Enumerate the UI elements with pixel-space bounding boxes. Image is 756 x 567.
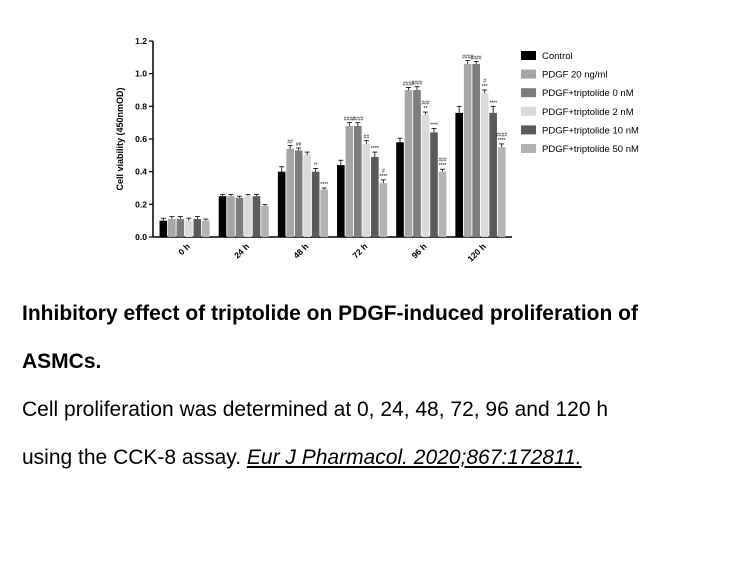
bar — [202, 220, 210, 237]
legend-swatch — [521, 106, 536, 116]
bar — [252, 196, 261, 237]
bar — [430, 132, 438, 237]
bar — [421, 114, 430, 237]
bar — [362, 143, 371, 237]
legend-swatch — [521, 69, 536, 79]
bar — [354, 125, 362, 237]
significance-label: ## — [364, 135, 370, 141]
significance-label: #### — [344, 117, 355, 123]
bar-chart: 0.0 0.2 0.4 0.6 0.8 1.0 1.2 Cell viability (450… — [115, 36, 639, 264]
bar — [345, 125, 354, 237]
significance-label: **** — [371, 146, 379, 152]
significance-label: **** — [430, 122, 438, 128]
bar — [168, 219, 176, 237]
bar — [438, 171, 447, 237]
bar — [244, 196, 252, 237]
y-tick-label: 0.2 — [135, 199, 147, 209]
significance-label: #### — [462, 55, 473, 61]
bar — [404, 90, 413, 237]
legend-label: PDGF 20 ng/ml — [542, 70, 607, 81]
significance-label: ## — [296, 142, 302, 148]
bar — [337, 165, 345, 237]
significance-label: #### — [352, 117, 363, 123]
legend-swatch — [521, 144, 536, 153]
legend-label: PDGF+triptolide 2 nM — [542, 107, 634, 118]
significance-label: **** — [379, 174, 387, 180]
bar — [413, 90, 421, 237]
bar — [235, 197, 244, 237]
caption-body-line-2: using the CCK-8 assay. Eur J Pharmacol. … — [22, 446, 742, 470]
bar — [497, 147, 506, 237]
y-tick-label: 0.4 — [135, 167, 147, 177]
bar — [480, 93, 489, 238]
chart-legend: Control PDGF 20 ng/ml PDGF+triptolide 0 nM… — [521, 51, 639, 155]
legend-label: PDGF+triptolide 10 nM — [542, 125, 639, 136]
bar — [277, 171, 286, 237]
y-tick-label: 0.0 — [135, 232, 147, 242]
y-tick-label: 1.2 — [135, 36, 147, 46]
significance-label: **** — [489, 100, 497, 106]
significance-label: ### — [421, 101, 430, 107]
bar — [455, 112, 463, 237]
chart-bars: ## ##******##########****#****###########… — [159, 55, 507, 238]
bar — [472, 63, 480, 237]
bar — [218, 196, 227, 237]
x-tick-label: 24 h — [232, 241, 251, 260]
bar — [261, 205, 269, 237]
significance-label: ### — [438, 158, 447, 164]
significance-label: **** — [439, 163, 447, 169]
y-tick-label: 0.6 — [135, 134, 147, 144]
caption-body-text: using the CCK-8 assay. — [22, 446, 247, 469]
y-tick-label: 1.0 — [135, 69, 147, 79]
bar — [193, 219, 202, 237]
bar — [227, 196, 235, 237]
significance-label: # — [483, 79, 486, 85]
x-tick-label: 0 h — [176, 241, 192, 257]
significance-label: ** — [314, 162, 318, 168]
y-axis-label: Cell viability (450nmOD) — [115, 87, 125, 190]
significance-label: #### — [411, 81, 422, 87]
bar — [320, 189, 328, 237]
x-tick-label: 72 h — [350, 241, 369, 260]
bar — [176, 219, 185, 237]
significance-label: # — [382, 168, 385, 174]
significance-label: ** — [424, 106, 428, 112]
significance-label: *** — [482, 84, 488, 90]
bar — [294, 150, 303, 237]
bar — [489, 112, 497, 237]
significance-label: ## — [287, 140, 293, 146]
legend-swatch — [521, 88, 536, 98]
legend-swatch — [521, 51, 536, 60]
legend-label: Control — [542, 51, 573, 62]
significance-label: **** — [320, 182, 328, 188]
legend-swatch — [521, 125, 536, 135]
citation-link[interactable]: Eur J Pharmacol. 2020;867:172811. — [246, 446, 582, 469]
legend-label: PDGF+triptolide 50 nM — [542, 144, 639, 155]
y-tick-label: 0.8 — [135, 101, 147, 111]
significance-label: **** — [498, 138, 506, 144]
x-tick-label: 120 h — [465, 241, 487, 263]
significance-label: #### — [471, 55, 482, 61]
significance-label: #### — [403, 82, 414, 88]
bar — [303, 155, 311, 237]
x-tick-label: 96 h — [410, 241, 429, 260]
bar — [396, 142, 404, 237]
x-tick-label: 48 h — [291, 241, 310, 260]
caption-title-line-1: Inhibitory effect of triptolide on PDGF-… — [22, 302, 638, 325]
bar — [185, 220, 193, 237]
caption-title-line-2: ASMCs. — [22, 350, 102, 373]
bar — [371, 156, 379, 237]
significance-label: #### — [496, 132, 507, 138]
caption-body-line-1: Cell proliferation was determined at 0, … — [22, 398, 609, 421]
bar — [286, 148, 294, 237]
bar — [311, 171, 320, 237]
legend-label: PDGF+triptolide 0 nM — [542, 88, 634, 99]
bar — [159, 220, 168, 237]
bar — [379, 183, 388, 237]
bar — [463, 63, 472, 237]
